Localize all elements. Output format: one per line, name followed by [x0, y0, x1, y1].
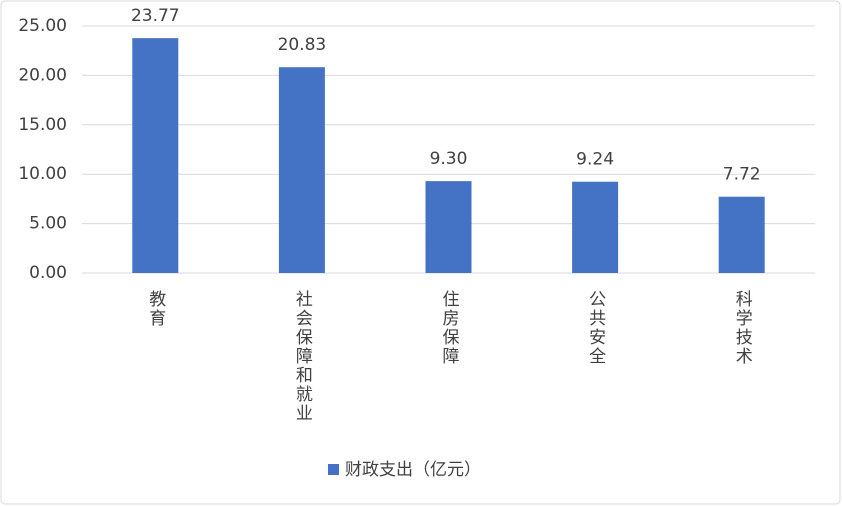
- value-label: 9.30: [430, 149, 468, 169]
- x-tick-label: 社会保障和就业: [292, 290, 313, 423]
- value-label: 9.24: [576, 150, 614, 170]
- bar: [132, 38, 179, 273]
- bar: [718, 196, 765, 273]
- x-tick-label: 科学技术: [732, 290, 753, 366]
- x-tick-label: 公共安全: [585, 290, 606, 366]
- y-tick-label: 0.00: [29, 263, 67, 283]
- y-tick-label: 5.00: [29, 214, 67, 234]
- bar: [425, 181, 472, 273]
- y-tick-label: 20.00: [18, 65, 67, 85]
- bar: [278, 67, 325, 273]
- x-tick-label: 教育: [145, 290, 166, 328]
- y-tick-label: 15.00: [18, 115, 67, 135]
- y-tick-label: 10.00: [18, 164, 67, 184]
- x-tick-label: 住房保障: [439, 290, 460, 366]
- value-label: 7.72: [723, 165, 761, 185]
- value-label: 23.77: [131, 6, 180, 26]
- value-label: 20.83: [278, 35, 327, 55]
- bar: [572, 181, 619, 273]
- y-tick-label: 25.00: [18, 16, 67, 36]
- legend-swatch: [328, 464, 339, 475]
- legend-label: 财政支出（亿元）: [345, 460, 481, 480]
